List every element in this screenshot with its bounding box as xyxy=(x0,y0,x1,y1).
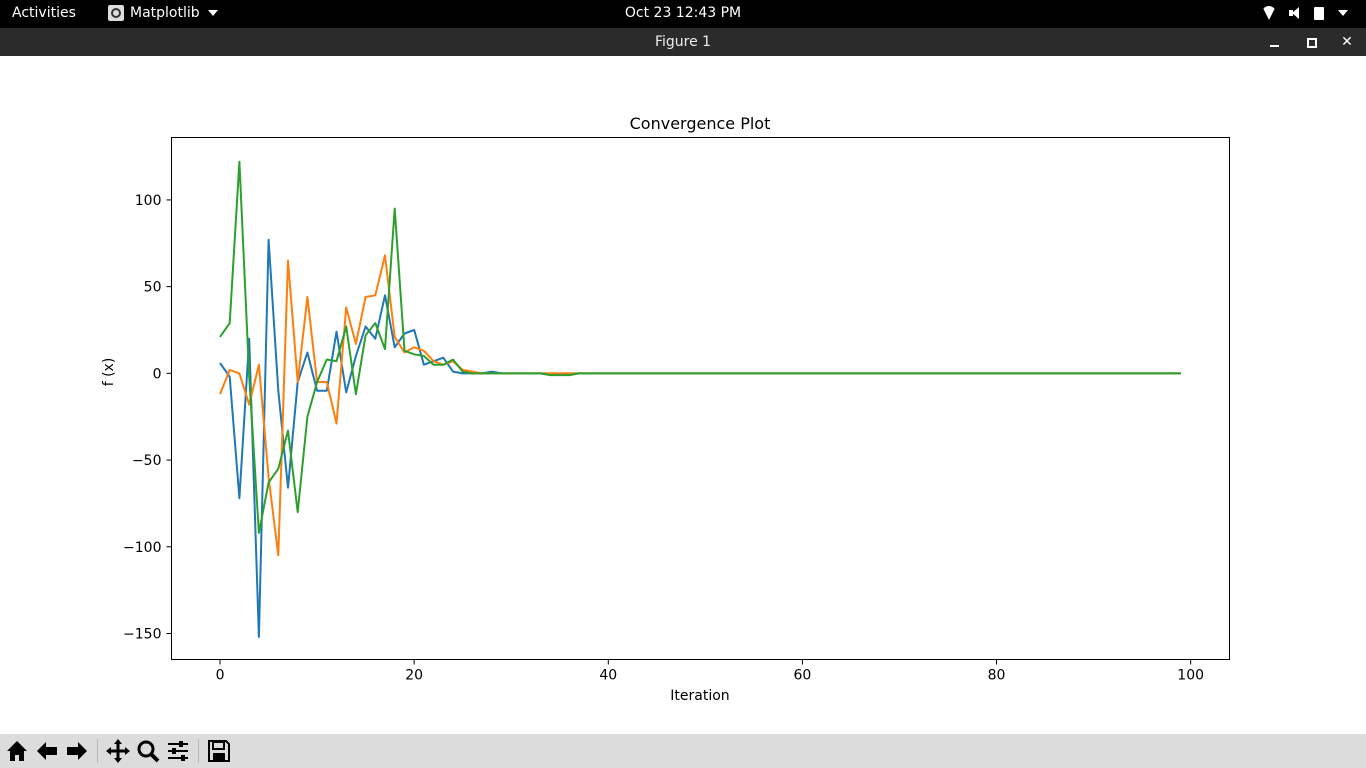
x-axis-label: Iteration xyxy=(670,688,729,704)
top-bar: Activities Matplotlib Oct 23 12:43 PM xyxy=(0,0,1366,28)
wifi-icon xyxy=(1262,6,1276,20)
y-tick-label: −150 xyxy=(123,626,161,642)
x-tick-label: 60 xyxy=(794,668,812,684)
series-line-3 xyxy=(219,160,1181,534)
figure-canvas[interactable]: Convergence Plot 0 20 40 60 80 100 −150 −100 −5… xyxy=(0,56,1366,734)
configure-subplots-icon[interactable] xyxy=(164,737,192,765)
x-tick-label: 40 xyxy=(599,668,617,684)
save-icon[interactable] xyxy=(205,737,233,765)
x-tick-label: 100 xyxy=(1177,668,1204,684)
pan-icon[interactable] xyxy=(104,737,132,765)
forward-arrow-icon[interactable] xyxy=(63,737,91,765)
home-icon[interactable] xyxy=(3,737,31,765)
window-titlebar[interactable]: Figure 1 ✕ xyxy=(0,28,1366,57)
y-tick-label: 0 xyxy=(153,366,162,382)
maximize-icon[interactable] xyxy=(1302,34,1320,50)
toolbar-separator xyxy=(198,739,199,763)
y-axis-label: f (x) xyxy=(101,358,117,387)
window-title: Figure 1 xyxy=(654,34,712,50)
app-menu-label: Matplotlib xyxy=(130,5,200,21)
matplotlib-toolbar xyxy=(0,734,1366,768)
battery-icon xyxy=(1314,6,1324,20)
y-tick-label: 100 xyxy=(135,193,162,209)
system-tray[interactable] xyxy=(1262,6,1348,20)
clock[interactable]: Oct 23 12:43 PM xyxy=(624,5,742,21)
close-icon[interactable]: ✕ xyxy=(1341,34,1353,50)
x-tick-label: 20 xyxy=(405,668,423,684)
y-tick-label: −100 xyxy=(123,540,161,556)
convergence-plot[interactable]: Convergence Plot 0 20 40 60 80 100 −150 −100 −5… xyxy=(0,56,1366,734)
matplotlib-app-icon xyxy=(108,5,124,21)
axes-frame xyxy=(171,137,1230,660)
chart-title: Convergence Plot xyxy=(630,114,771,133)
toolbar-separator xyxy=(97,739,98,763)
zoom-icon[interactable] xyxy=(134,737,162,765)
volume-icon xyxy=(1288,6,1302,20)
activities-button[interactable]: Activities xyxy=(12,5,76,21)
chevron-down-icon xyxy=(207,10,218,16)
y-tick-label: −50 xyxy=(132,453,162,469)
back-arrow-icon[interactable] xyxy=(33,737,61,765)
y-tick-label: 50 xyxy=(144,280,162,296)
x-tick-label: 80 xyxy=(988,668,1006,684)
app-menu[interactable]: Matplotlib xyxy=(108,5,218,21)
series-line-2 xyxy=(219,254,1181,557)
x-tick-label: 0 xyxy=(216,668,225,684)
minimize-icon[interactable] xyxy=(1266,34,1284,50)
chevron-down-icon xyxy=(1338,10,1348,16)
